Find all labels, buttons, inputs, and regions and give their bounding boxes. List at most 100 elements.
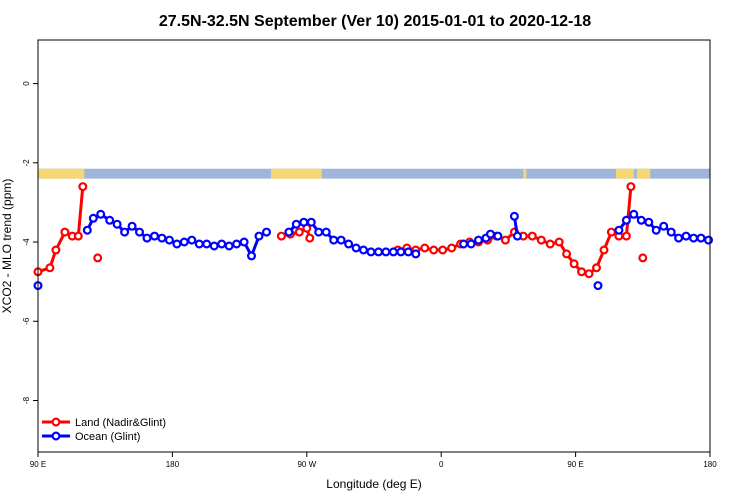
data-point <box>366 247 376 257</box>
data-point <box>127 221 137 231</box>
data-point <box>73 231 83 241</box>
data-point <box>703 235 713 245</box>
y-tick-label: -6 <box>22 317 31 325</box>
data-point <box>696 233 706 243</box>
legend-label: Ocean (Glint) <box>75 431 140 443</box>
data-point <box>429 245 439 255</box>
x-axis-label: Longitude (deg E) <box>326 477 421 491</box>
data-point <box>120 227 130 237</box>
data-point <box>179 237 189 247</box>
series-ocean <box>33 209 713 291</box>
data-point <box>314 227 324 237</box>
data-point <box>420 243 430 253</box>
plot-frame <box>37 39 711 453</box>
data-point <box>447 243 457 253</box>
data-point <box>606 227 616 237</box>
y-axis-label: XCO2 - MLO trend (ppm) <box>0 179 14 314</box>
data-point <box>321 227 331 237</box>
data-point <box>291 219 301 229</box>
data-point <box>209 241 219 251</box>
data-point <box>381 247 391 257</box>
data-point <box>493 231 503 241</box>
data-point <box>78 182 88 192</box>
data-point <box>599 245 609 255</box>
data-point <box>194 239 204 249</box>
data-point <box>659 221 669 231</box>
data-point <box>545 239 555 249</box>
data-point <box>217 239 227 249</box>
data-point <box>336 235 346 245</box>
data-point <box>172 239 182 249</box>
legend-marker <box>51 417 61 427</box>
y-tick-label: 0 <box>22 81 31 86</box>
data-point <box>411 249 421 259</box>
data-point <box>438 245 448 255</box>
data-point <box>396 247 406 257</box>
series-line <box>37 186 85 274</box>
data-point <box>674 233 684 243</box>
data-point <box>591 263 601 273</box>
data-point <box>638 253 648 263</box>
data-point <box>562 249 572 259</box>
data-point <box>527 231 537 241</box>
data-point <box>93 253 103 263</box>
data-point <box>374 247 384 257</box>
data-point <box>254 231 264 241</box>
y-tick-label: -4 <box>22 238 31 246</box>
data-point <box>569 259 579 269</box>
data-point <box>82 225 92 235</box>
plot-area <box>33 168 713 291</box>
data-point <box>359 245 369 255</box>
data-point <box>636 215 646 225</box>
data-point <box>150 231 160 241</box>
data-point <box>621 215 631 225</box>
data-point <box>112 219 122 229</box>
data-point <box>305 233 315 243</box>
data-point <box>512 231 522 241</box>
x-axis: 90 E 180 90 W 0 90 E 180 <box>30 452 717 469</box>
data-point <box>474 235 484 245</box>
data-point <box>554 237 564 247</box>
land-mask-segment <box>38 168 85 179</box>
data-point <box>187 235 197 245</box>
data-point <box>51 245 61 255</box>
data-point <box>60 227 70 237</box>
land-mask-segment <box>615 168 634 179</box>
data-point <box>629 209 639 219</box>
x-tick-label: 180 <box>703 460 717 469</box>
legend: Land (Nadir&Glint) Ocean (Glint) <box>42 417 166 443</box>
x-tick-label: 90 E <box>30 460 46 469</box>
chart-title: 27.5N-32.5N September (Ver 10) 2015-01-0… <box>159 13 591 30</box>
data-point <box>351 243 361 253</box>
y-tick-label: -8 <box>22 396 31 404</box>
data-point <box>88 213 98 223</box>
data-point <box>644 217 654 227</box>
data-point <box>536 235 546 245</box>
data-point <box>306 217 316 227</box>
data-point <box>105 215 115 225</box>
land-mask-segment <box>523 168 527 179</box>
x-tick-label: 90 W <box>297 460 316 469</box>
data-point <box>239 237 249 247</box>
x-tick-label: 180 <box>166 460 180 469</box>
data-point <box>621 231 631 241</box>
ocean-mask-band <box>38 168 710 179</box>
data-point <box>276 231 286 241</box>
legend-marker <box>51 431 61 441</box>
data-point <box>626 182 636 192</box>
y-tick-label: -2 <box>22 159 31 167</box>
data-point <box>45 263 55 273</box>
data-point <box>247 251 257 261</box>
data-point <box>262 227 272 237</box>
data-point <box>96 209 106 219</box>
data-point <box>689 233 699 243</box>
x-tick-label: 90 E <box>567 460 583 469</box>
data-point <box>614 225 624 235</box>
data-point <box>232 239 242 249</box>
data-point <box>403 247 413 257</box>
data-point <box>388 247 398 257</box>
legend-label: Land (Nadir&Glint) <box>75 417 166 429</box>
data-point <box>666 227 676 237</box>
y-axis: 0 -2 -4 -6 -8 <box>22 81 38 404</box>
